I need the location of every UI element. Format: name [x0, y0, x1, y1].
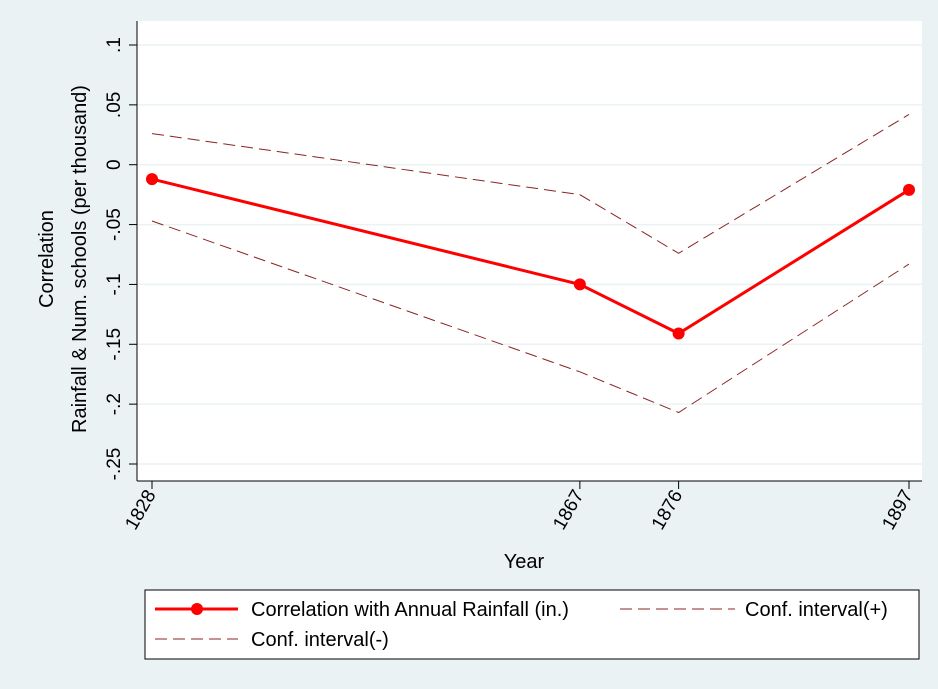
- y-tick-label: -.2: [104, 393, 125, 415]
- y-tick-label: 0: [104, 159, 125, 170]
- y-tick-label: -.05: [104, 208, 125, 241]
- y-tick-label: .05: [104, 92, 125, 118]
- series-marker: [573, 278, 586, 291]
- y-tick-label: -.15: [104, 328, 125, 361]
- y-tick-label: -.1: [104, 273, 125, 295]
- series: [146, 114, 915, 414]
- legend-label-correlation: Correlation with Annual Rainfall (in.): [251, 599, 569, 621]
- series-marker: [672, 327, 685, 340]
- series-marker: [146, 173, 158, 186]
- y-axis-title-line-2: Rainfall & Num. schools (per thousand): [69, 85, 91, 433]
- legend-label-ci-lower: Conf. interval(-): [251, 629, 389, 651]
- legend-marker-correlation: [191, 603, 203, 615]
- y-tick-label: .1: [104, 37, 125, 53]
- y-tick-label: -.25: [104, 448, 125, 481]
- legend-label-ci-upper: Conf. interval(+): [745, 599, 888, 621]
- series-line-2: [151, 220, 910, 414]
- legend: Correlation with Annual Rainfall (in.) C…: [144, 589, 920, 660]
- grid-lines: [137, 44, 922, 465]
- series-line-1: [151, 114, 910, 254]
- x-axis-title: Year: [504, 551, 545, 573]
- legend-box: [144, 589, 920, 660]
- y-axis-title-line-1: Correlation: [36, 210, 58, 308]
- series-marker: [903, 183, 915, 196]
- plot-area: [137, 21, 922, 481]
- series-line-0: [151, 177, 910, 336]
